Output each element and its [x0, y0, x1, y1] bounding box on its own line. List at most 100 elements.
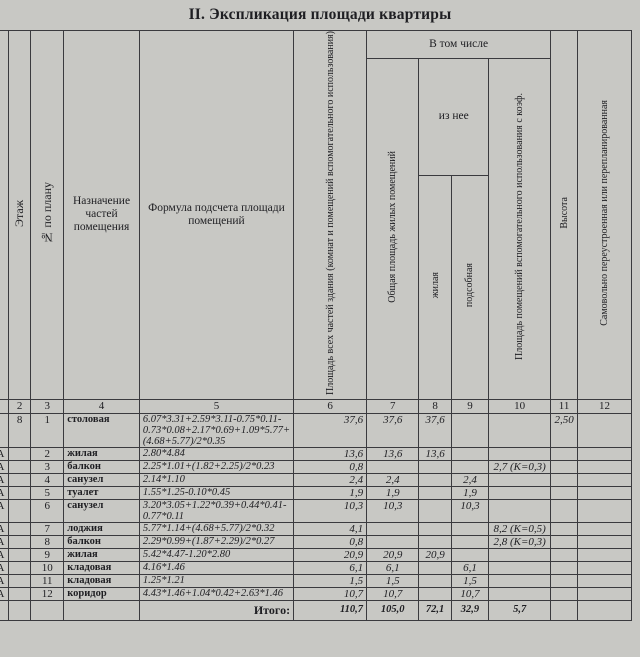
- col1-cell: А: [0, 472, 9, 487]
- general-area-cell: 13,6: [366, 446, 420, 461]
- auxiliary-area-cell: [450, 534, 490, 549]
- header-living: жилая: [418, 174, 452, 400]
- plan-no-cell: 10: [30, 560, 65, 575]
- purpose-cell: туалет: [63, 485, 140, 500]
- auxiliary-area-cell: [450, 412, 490, 448]
- header-unauthorized: Самовольно переустроенная или перепланир…: [576, 30, 633, 400]
- col1-cell: А: [0, 560, 9, 575]
- header-purpose: Назначение частей помещения: [63, 30, 140, 400]
- auxiliary-area-cell: 1,5: [450, 573, 490, 588]
- column-number: 6: [293, 398, 368, 414]
- purpose-cell: санузел: [63, 498, 140, 523]
- header-including: В том числе: [366, 30, 552, 59]
- header-floor: Этаж: [7, 30, 32, 400]
- floor-cell: [7, 446, 32, 461]
- auxiliary-area-cell: 6,1: [450, 560, 490, 575]
- total-area-cell: 1,9: [293, 485, 368, 500]
- formula-cell: 2.80*4.84: [138, 446, 295, 461]
- purpose-cell: столовая: [63, 412, 140, 448]
- col1-cell: А: [0, 547, 9, 562]
- aux-coef-cell: [488, 498, 552, 523]
- table-row: А6санузел3.20*3.05+1.22*0.39+0.44*0.41-0…: [0, 498, 633, 523]
- total-area-cell: 20,9: [293, 547, 368, 562]
- column-number: 3: [30, 398, 65, 414]
- general-area-cell: [366, 534, 420, 549]
- total-coef: 5,7: [488, 599, 552, 621]
- formula-cell: 4.43*1.46+1.04*0.42+2.63*1.46: [138, 586, 295, 601]
- living-area-cell: [418, 521, 452, 536]
- auxiliary-area-cell: 1,9: [450, 485, 490, 500]
- total-area-cell: 2,4: [293, 472, 368, 487]
- purpose-cell: лоджия: [63, 521, 140, 536]
- height-cell: [550, 573, 578, 588]
- aux-coef-cell: [488, 485, 552, 500]
- formula-cell: 6.07*3.31+2.59*3.11-0.75*0.11-0.73*0.08+…: [138, 412, 295, 448]
- purpose-cell: жилая: [63, 547, 140, 562]
- col1-cell: А: [0, 498, 9, 523]
- col1-cell: А: [0, 446, 9, 461]
- column-number: 7: [366, 398, 420, 414]
- height-cell: [550, 560, 578, 575]
- col1-cell: А: [0, 534, 9, 549]
- aux-coef-cell: 8,2 (К=0,5): [488, 521, 552, 536]
- total-area-cell: 0,8: [293, 534, 368, 549]
- living-area-cell: [418, 498, 452, 523]
- floor-cell: [7, 485, 32, 500]
- purpose-cell: коридор: [63, 586, 140, 601]
- plan-no-cell: 8: [30, 534, 65, 549]
- floor-cell: [7, 573, 32, 588]
- col1-cell: А: [0, 586, 9, 601]
- header-of-it: из нее: [418, 58, 490, 176]
- aux-coef-cell: [488, 560, 552, 575]
- auxiliary-area-cell: [450, 547, 490, 562]
- general-area-cell: 2,4: [366, 472, 420, 487]
- header-height: Высота: [550, 30, 578, 400]
- empty-cell: [7, 599, 32, 621]
- col1-cell: А: [0, 485, 9, 500]
- unauthorized-cell: [576, 586, 633, 601]
- living-area-cell: 13,6: [418, 446, 452, 461]
- general-area-cell: [366, 521, 420, 536]
- empty-cell: [63, 599, 140, 621]
- total-area-cell: 4,1: [293, 521, 368, 536]
- table-row: А12коридор4.43*1.46+1.04*0.42+2.63*1.461…: [0, 586, 633, 601]
- col1-cell: А: [0, 521, 9, 536]
- col1-cell: [0, 412, 9, 448]
- height-cell: [550, 586, 578, 601]
- formula-cell: 5.77*1.14+(4.68+5.77)/2*0.32: [138, 521, 295, 536]
- aux-coef-cell: [488, 573, 552, 588]
- purpose-cell: санузел: [63, 472, 140, 487]
- living-area-cell: 20,9: [418, 547, 452, 562]
- column-number: 10: [488, 398, 552, 414]
- living-area-cell: [418, 485, 452, 500]
- total-label: Итого:: [138, 599, 295, 621]
- formula-cell: 1.25*1.21: [138, 573, 295, 588]
- living-area-cell: [418, 472, 452, 487]
- auxiliary-area-cell: [450, 446, 490, 461]
- aux-coef-cell: 2,8 (К=0,3): [488, 534, 552, 549]
- purpose-cell: кладовая: [63, 560, 140, 575]
- floor-cell: [7, 560, 32, 575]
- general-area-cell: 1,9: [366, 485, 420, 500]
- height-cell: [550, 485, 578, 500]
- formula-cell: 2.29*0.99+(1.87+2.29)/2*0.27: [138, 534, 295, 549]
- empty-cell: [0, 599, 9, 621]
- general-area-cell: 10,3: [366, 498, 420, 523]
- empty-cell: [30, 599, 65, 621]
- unauthorized-cell: [576, 547, 633, 562]
- formula-cell: 5.42*4.47-1.20*2.80: [138, 547, 295, 562]
- auxiliary-area-cell: [450, 521, 490, 536]
- general-area-cell: 10,7: [366, 586, 420, 601]
- general-area-cell: 37,6: [366, 412, 420, 448]
- empty-cell: [576, 599, 633, 621]
- plan-no-cell: 2: [30, 446, 65, 461]
- unauthorized-cell: [576, 412, 633, 448]
- height-cell: [550, 472, 578, 487]
- formula-cell: 2.14*1.10: [138, 472, 295, 487]
- header-formula: Формула подсчета площади помещений: [138, 30, 295, 400]
- header-auxiliary: подсобная: [450, 174, 490, 400]
- total-area-cell: 37,6: [293, 412, 368, 448]
- floor-cell: 8: [7, 412, 32, 448]
